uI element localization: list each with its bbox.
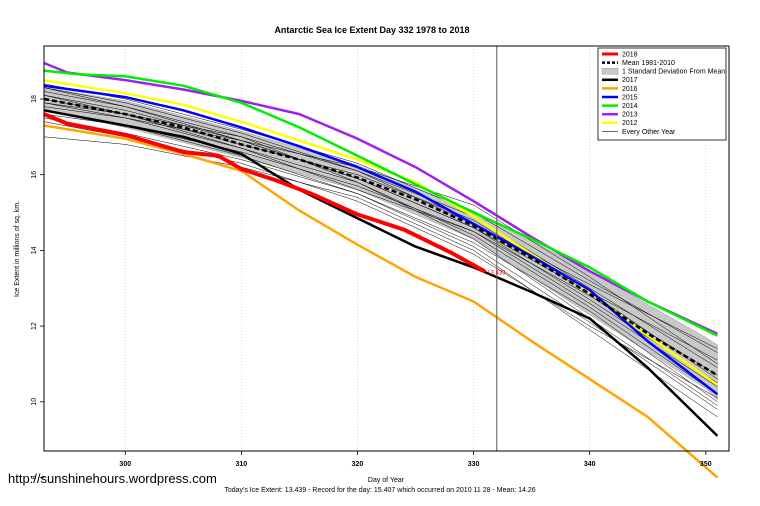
x-tick-label: 350: [700, 461, 712, 468]
series-line-2018: [43, 112, 487, 274]
y-tick-label: 18: [31, 95, 38, 103]
series-line-2014: [43, 69, 718, 337]
other-year-line: [43, 136, 718, 418]
legend-swatch-1-standard-deviation-from-mean: [601, 67, 619, 75]
highlighted-series: [43, 61, 719, 479]
other-year-line: [43, 113, 718, 376]
legend-box: [597, 47, 727, 141]
current-day-marker: 13.439: [487, 46, 506, 451]
legend-label-2015: 2015: [622, 94, 638, 101]
chart-title: Antarctic Sea Ice Extent Day 332 1978 to…: [274, 25, 469, 35]
watermark-url: http://sunshinehours.wordpress.com: [8, 471, 217, 486]
x-axis-ticks: 300 310 320 330 340 350: [119, 451, 712, 468]
x-axis-label: Day of Year: [368, 477, 405, 484]
point-label-2018: 13.439: [487, 271, 506, 277]
other-year-line: [43, 102, 718, 395]
legend-label-2014: 2014: [622, 103, 638, 110]
legend-label-2013: 2013: [622, 112, 638, 119]
legend-label-every-other-year: Every Other Year: [622, 129, 676, 136]
legend: 2018 Mean 1981-2010 1 Standard Deviation F…: [597, 47, 727, 141]
x-tick-label: 320: [352, 461, 364, 468]
other-year-line: [43, 83, 718, 353]
other-year-line: [43, 121, 718, 399]
legend-label-2018: 2018: [622, 51, 638, 58]
y-tick-label: 10: [31, 398, 38, 406]
y-axis-ticks: 8 10 12 14 16 18: [31, 95, 44, 479]
legend-label-1-standard-deviation-from-mean: 1 Standard Deviation From Mean: [622, 69, 725, 76]
y-tick-label: 14: [31, 246, 38, 254]
other-year-line: [43, 117, 718, 403]
y-axis-label: Ice Extent in millions of sq. km.: [14, 201, 21, 297]
legend-label-2012: 2012: [622, 120, 638, 127]
plot-frame: [43, 45, 730, 452]
x-tick-label: 300: [119, 461, 131, 468]
footer-text: Today's Ice Extent: 13.439 - Record for …: [224, 487, 535, 494]
y-tick-label: 8: [31, 475, 38, 479]
legend-label-2016: 2016: [622, 86, 638, 93]
y-tick-label: 12: [31, 322, 38, 330]
legend-label-mean-1981-2010: Mean 1981-2010: [622, 60, 675, 67]
x-tick-label: 340: [584, 461, 596, 468]
series-line-2017: [43, 109, 719, 437]
other-year-line: [43, 110, 718, 410]
x-tick-label: 310: [236, 461, 248, 468]
series-line-2013: [43, 61, 718, 335]
series-line-mean-1981-2010: [43, 97, 719, 377]
y-tick-label: 16: [31, 171, 38, 179]
x-tick-label: 330: [468, 461, 480, 468]
series-line-2016: [43, 124, 719, 479]
series-line-2015: [43, 84, 719, 396]
legend-label-2017: 2017: [622, 77, 638, 84]
